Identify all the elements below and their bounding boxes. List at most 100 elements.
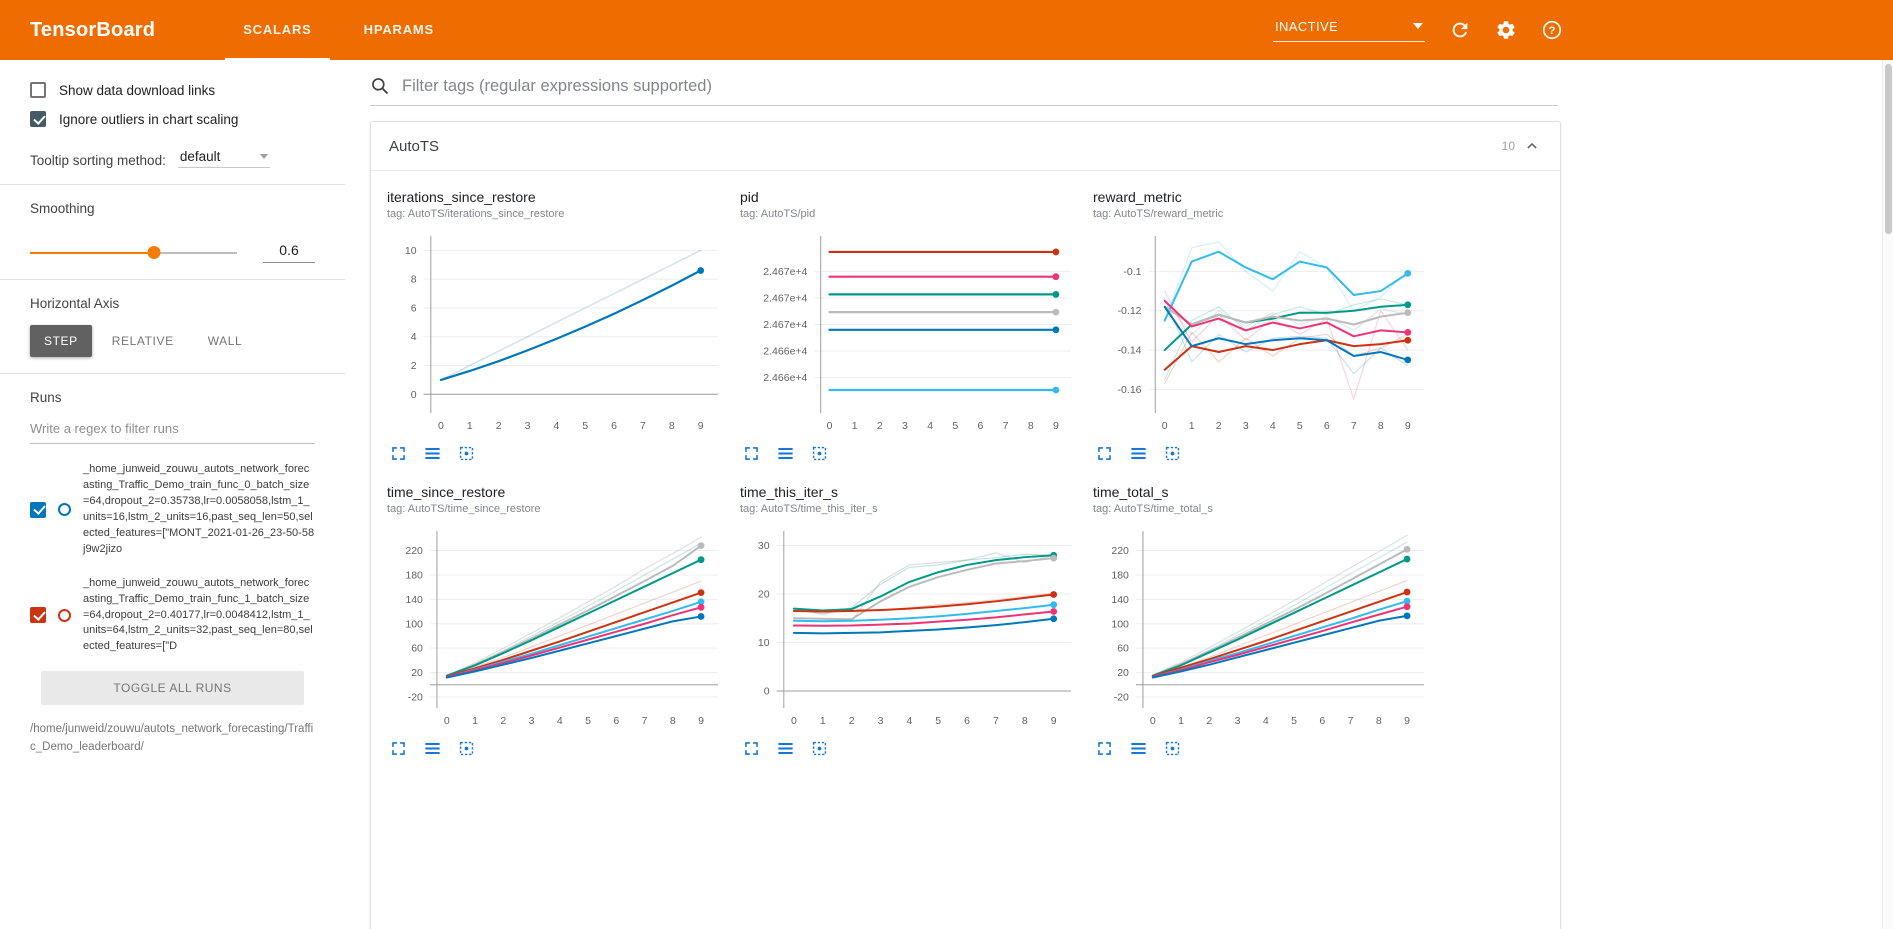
expand-chart-icon[interactable] <box>1095 444 1114 463</box>
svg-text:6: 6 <box>978 420 984 432</box>
chevron-down-icon <box>259 154 268 159</box>
chart-actions <box>740 739 1081 758</box>
run-checkbox[interactable] <box>30 501 46 518</box>
expand-chart-icon[interactable] <box>389 739 408 758</box>
app-header: TensorBoard SCALARS HPARAMS INACTIVE ? <box>0 0 1893 60</box>
header-actions: INACTIVE ? <box>1273 19 1563 42</box>
svg-text:8: 8 <box>669 420 675 432</box>
tooltip-sorting-dropdown[interactable]: default <box>177 149 270 168</box>
run-color-swatch[interactable] <box>58 608 71 622</box>
svg-text:8: 8 <box>1378 420 1384 432</box>
log-scale-icon[interactable] <box>1129 444 1148 463</box>
log-scale-icon[interactable] <box>776 444 795 463</box>
chart-title: iterations_since_restore <box>387 189 536 205</box>
svg-text:0: 0 <box>764 686 770 698</box>
smoothing-fill <box>30 251 155 254</box>
svg-text:20: 20 <box>758 589 770 601</box>
smoothing-value[interactable]: 0.6 <box>263 242 315 263</box>
divider <box>0 184 345 185</box>
horizontal-axis-label: Horizontal Axis <box>30 296 120 311</box>
log-scale-icon[interactable] <box>423 444 442 463</box>
fit-domain-icon[interactable] <box>1163 444 1182 463</box>
line-chart[interactable]: 0 2 4 6 8 10 0 1 2 3 4 5 6 7 8 9 <box>387 230 728 435</box>
svg-text:8: 8 <box>1022 715 1028 727</box>
svg-text:6: 6 <box>964 715 970 727</box>
log-scale-icon[interactable] <box>1129 739 1148 758</box>
smoothing-slider[interactable] <box>30 246 237 259</box>
tooltip-sorting-row: Tooltip sorting method: default <box>30 149 315 168</box>
line-chart[interactable]: -0.1 -0.12 -0.14 -0.16 0 1 2 3 4 5 6 7 8 9 <box>1093 230 1434 435</box>
toggle-all-runs-button[interactable]: TOGGLE ALL RUNS <box>41 671 304 706</box>
svg-text:60: 60 <box>1117 643 1129 655</box>
axis-relative-button[interactable]: RELATIVE <box>98 325 188 357</box>
tab-scalars[interactable]: SCALARS <box>217 0 337 60</box>
svg-text:2.466e+4: 2.466e+4 <box>763 346 807 358</box>
svg-text:2.466e+4: 2.466e+4 <box>763 372 807 384</box>
svg-text:30: 30 <box>758 540 770 552</box>
fit-domain-icon[interactable] <box>810 444 829 463</box>
smoothing-row: 0.6 <box>30 242 315 263</box>
scrollbar-thumb[interactable] <box>1884 64 1892 234</box>
chart-actions <box>1093 739 1434 758</box>
line-chart[interactable]: 30 20 10 0 0 1 2 3 4 5 6 7 8 9 <box>740 525 1081 730</box>
settings-icon[interactable] <box>1495 19 1517 41</box>
svg-text:180: 180 <box>405 569 423 581</box>
tab-hparams[interactable]: HPARAMS <box>363 22 434 37</box>
svg-text:5: 5 <box>1291 715 1297 727</box>
fit-domain-icon[interactable] <box>1163 739 1182 758</box>
chevron-down-icon <box>1413 23 1423 29</box>
expand-chart-icon[interactable] <box>742 739 761 758</box>
expand-chart-icon[interactable] <box>1095 739 1114 758</box>
fit-domain-icon[interactable] <box>457 444 476 463</box>
help-icon[interactable]: ? <box>1541 19 1563 41</box>
autots-section-card: AutoTS 10 iterations_since_restore tag: … <box>370 121 1561 929</box>
svg-text:9: 9 <box>1051 715 1057 727</box>
svg-text:3: 3 <box>1243 420 1249 432</box>
line-chart[interactable]: 2.467e+4 2.467e+4 2.467e+4 2.466e+4 2.466e+4… <box>740 230 1081 435</box>
svg-text:1: 1 <box>467 420 473 432</box>
log-scale-icon[interactable] <box>776 739 795 758</box>
smoothing-thumb[interactable] <box>147 246 161 259</box>
svg-text:-0.12: -0.12 <box>1118 305 1142 317</box>
svg-text:0: 0 <box>438 420 444 432</box>
show-download-links-checkbox[interactable] <box>30 82 46 98</box>
divider <box>0 279 345 280</box>
collapse-icon[interactable] <box>1522 136 1542 156</box>
fit-domain-icon[interactable] <box>457 739 476 758</box>
svg-text:0: 0 <box>411 389 417 401</box>
run-color-swatch[interactable] <box>58 503 71 517</box>
fit-domain-icon[interactable] <box>810 739 829 758</box>
run-checkbox[interactable] <box>30 607 46 624</box>
svg-text:4: 4 <box>557 715 563 727</box>
svg-text:3: 3 <box>525 420 531 432</box>
axis-wall-button[interactable]: WALL <box>194 325 257 357</box>
expand-chart-icon[interactable] <box>389 444 408 463</box>
dashboard-main: AutoTS 10 iterations_since_restore tag: … <box>345 60 1893 929</box>
log-scale-icon[interactable] <box>423 739 442 758</box>
svg-text:2: 2 <box>1216 420 1222 432</box>
chart-title: time_since_restore <box>387 484 506 500</box>
svg-text:7: 7 <box>1351 420 1357 432</box>
line-chart[interactable]: 220 180 140 100 60 20 -20 0 1 2 3 4 5 6 7 8 9 <box>387 525 728 730</box>
axis-step-button[interactable]: STEP <box>30 325 92 357</box>
svg-text:20: 20 <box>411 667 423 679</box>
tag-filter-input[interactable] <box>402 76 1558 96</box>
runs-filter-input[interactable] <box>30 415 315 444</box>
refresh-icon[interactable] <box>1449 19 1471 41</box>
run-item[interactable]: _home_junweid_zouwu_autots_network_forec… <box>30 462 315 558</box>
smoothing-label: Smoothing <box>30 201 95 216</box>
run-item[interactable]: _home_junweid_zouwu_autots_network_forec… <box>30 576 315 656</box>
svg-text:0: 0 <box>827 420 833 432</box>
expand-chart-icon[interactable] <box>742 444 761 463</box>
svg-text:5: 5 <box>952 420 958 432</box>
svg-text:220: 220 <box>405 545 423 557</box>
show-download-links-row[interactable]: Show data download links <box>30 82 315 98</box>
ignore-outliers-checkbox[interactable] <box>30 111 46 127</box>
section-header[interactable]: AutoTS 10 <box>371 122 1560 171</box>
line-chart[interactable]: 220 180 140 100 60 20 -20 0 1 2 3 4 5 6 7 8 9 <box>1093 525 1434 730</box>
status-dropdown[interactable]: INACTIVE <box>1273 19 1425 42</box>
svg-text:2: 2 <box>877 420 883 432</box>
svg-text:7: 7 <box>640 420 646 432</box>
page-scrollbar[interactable] <box>1882 60 1893 929</box>
ignore-outliers-row[interactable]: Ignore outliers in chart scaling <box>30 111 315 127</box>
